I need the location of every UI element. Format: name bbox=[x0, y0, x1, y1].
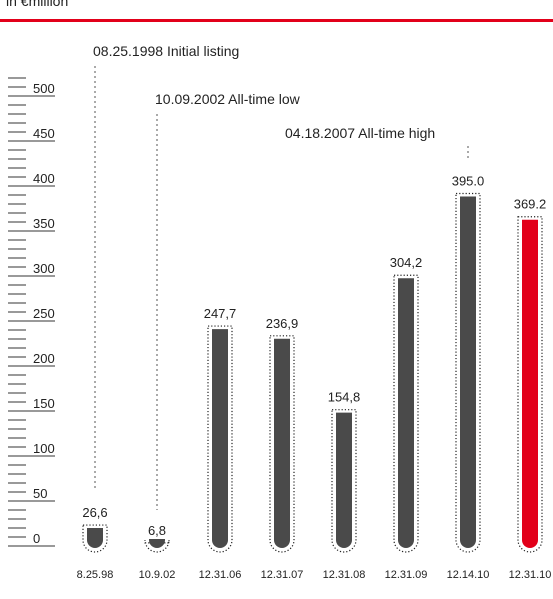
y-tick-label: 300 bbox=[33, 261, 55, 276]
bar-value-label: 304,2 bbox=[390, 255, 423, 270]
y-tick-label: 350 bbox=[33, 216, 55, 231]
y-tick-label: 150 bbox=[33, 396, 55, 411]
y-tick-label: 250 bbox=[33, 306, 55, 321]
bar-8.25.98 bbox=[87, 528, 103, 548]
bar-12.14.10 bbox=[460, 196, 476, 548]
bar-value-label: 247,7 bbox=[204, 306, 237, 321]
annotation-label: 04.18.2007 All-time high bbox=[285, 125, 435, 141]
bar-value-label: 26,6 bbox=[82, 505, 107, 520]
bar-12.31.06 bbox=[212, 329, 228, 548]
x-category-label: 10.9.02 bbox=[139, 569, 176, 581]
bar-value-label: 6,8 bbox=[148, 523, 166, 538]
bar-frame bbox=[269, 335, 295, 553]
bar-frame bbox=[517, 216, 543, 553]
bar-frame bbox=[144, 539, 170, 553]
x-category-label: 12.31.10 bbox=[509, 569, 552, 581]
bar-frame bbox=[82, 524, 108, 553]
bars: 26,6 8.25.98 6,8 10.9.02 247,7 12.31.06 236,9 1… bbox=[77, 174, 552, 582]
bar-value-label: 369.2 bbox=[514, 197, 547, 212]
x-category-label: 12.31.09 bbox=[385, 569, 428, 581]
y-tick-label: 0 bbox=[33, 531, 40, 546]
x-category-label: 12.31.06 bbox=[199, 569, 242, 581]
bar-12.31.10 bbox=[522, 219, 538, 548]
bar-10.9.02 bbox=[149, 539, 165, 548]
x-category-label: 12.31.07 bbox=[261, 569, 304, 581]
x-category-label: 12.14.10 bbox=[447, 569, 490, 581]
annotation-label: 10.09.2002 All-time low bbox=[155, 91, 301, 107]
x-category-label: 12.31.08 bbox=[323, 569, 366, 581]
bar-12.31.07 bbox=[274, 338, 290, 548]
y-axis: 0 50 100 150 200 250 300 350 400 450 500 bbox=[8, 77, 55, 547]
unit-label: in €million bbox=[6, 0, 69, 9]
y-tick-label: 100 bbox=[33, 441, 55, 456]
bar-value-label: 236,9 bbox=[266, 316, 299, 331]
y-tick-label: 500 bbox=[33, 81, 55, 96]
bar-12.31.08 bbox=[336, 412, 352, 548]
y-tick-label: 50 bbox=[33, 486, 47, 501]
bar-frame bbox=[207, 325, 233, 553]
annotations: 08.25.1998 Initial listing 10.09.2002 All… bbox=[93, 43, 469, 510]
bar-12.31.09 bbox=[398, 278, 414, 548]
bar-frame bbox=[455, 192, 481, 553]
annotation-label: 08.25.1998 Initial listing bbox=[93, 43, 239, 59]
y-tick-label: 200 bbox=[33, 351, 55, 366]
x-category-label: 8.25.98 bbox=[77, 569, 114, 581]
bar-value-label: 395.0 bbox=[452, 174, 485, 189]
y-tick-label: 400 bbox=[33, 171, 55, 186]
y-tick-label: 450 bbox=[33, 126, 55, 141]
bar-value-label: 154,8 bbox=[328, 390, 361, 405]
header-rule bbox=[0, 19, 553, 22]
